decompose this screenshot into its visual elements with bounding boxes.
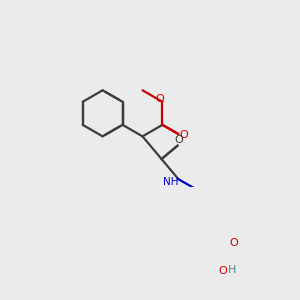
Text: O: O bbox=[155, 94, 164, 103]
Text: O: O bbox=[179, 130, 188, 140]
Text: H: H bbox=[228, 265, 236, 275]
Text: NH: NH bbox=[163, 177, 178, 187]
Text: O: O bbox=[219, 266, 227, 276]
Text: O: O bbox=[229, 238, 238, 248]
Text: O: O bbox=[175, 135, 183, 145]
